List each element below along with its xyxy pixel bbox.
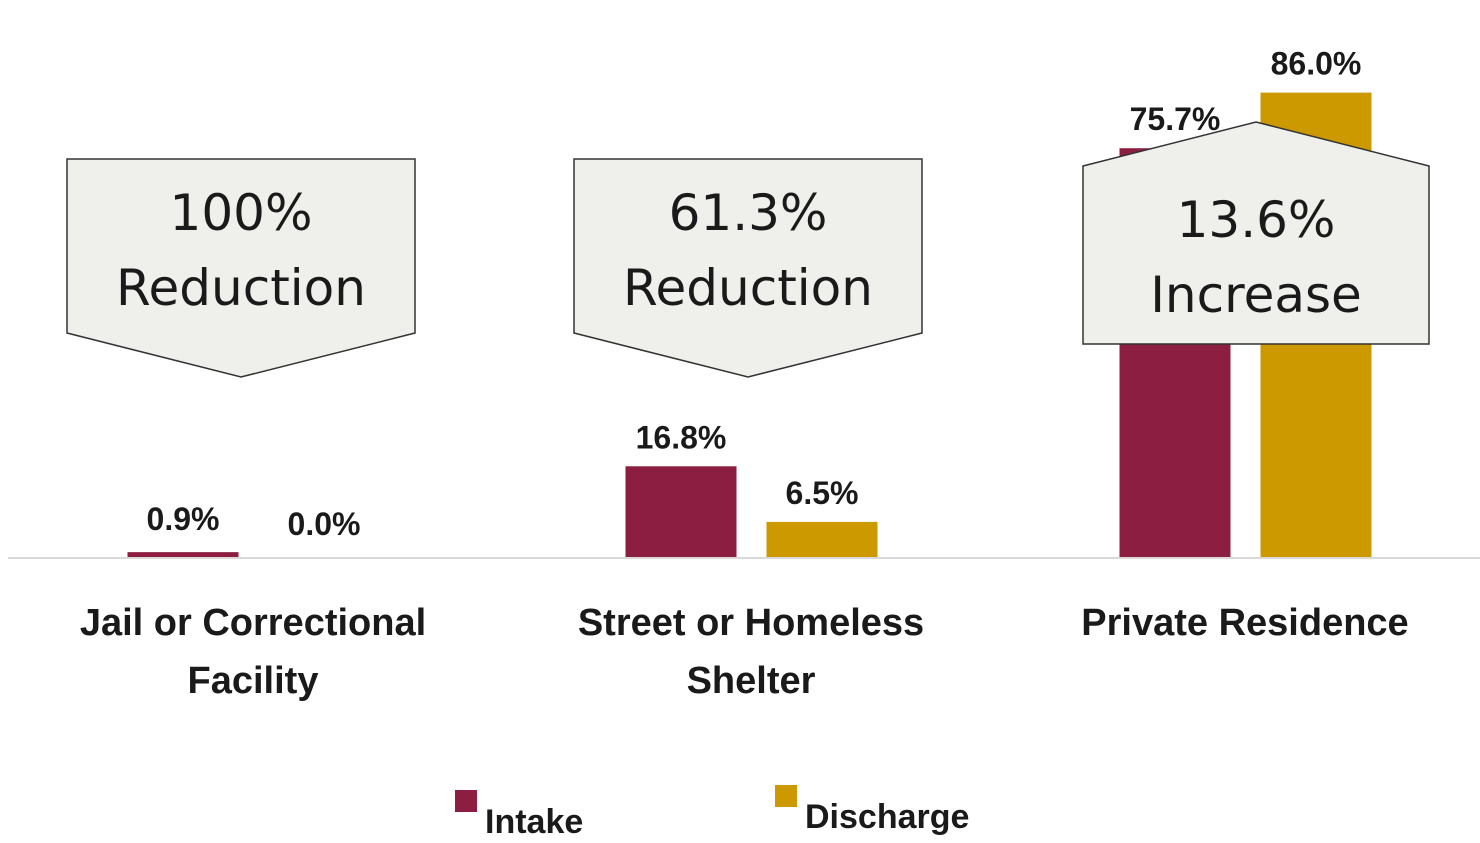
callout-shape-0 xyxy=(66,158,416,378)
data-label-intake-0: 0.9% xyxy=(147,501,220,537)
category-label-1-line-0: Street or Homeless xyxy=(578,602,924,644)
bar-intake-1 xyxy=(625,466,737,557)
callout-2-line-1: Increase xyxy=(1150,266,1362,324)
category-labels-layer: Jail or Correctional Facility Street or Ho… xyxy=(80,602,1409,702)
legend: Intake Discharge xyxy=(455,785,969,841)
callout-0-line-0: 100% xyxy=(170,184,313,242)
data-label-intake-1: 16.8% xyxy=(636,419,727,455)
callout-shape-1 xyxy=(573,158,923,378)
data-label-discharge-0: 0.0% xyxy=(288,506,361,542)
category-label-0-line-0: Jail or Correctional xyxy=(80,602,426,644)
data-label-discharge-1: 6.5% xyxy=(786,475,859,511)
bar-discharge-1 xyxy=(766,521,878,557)
legend-swatch-intake xyxy=(455,790,477,812)
legend-label-discharge: Discharge xyxy=(805,798,969,836)
callout-0-line-1: Reduction xyxy=(116,259,366,317)
legend-label-intake: Intake xyxy=(485,803,583,841)
category-label-1-line-1: Shelter xyxy=(687,660,816,702)
category-label-0-line-1: Facility xyxy=(188,660,319,702)
data-label-intake-2: 75.7% xyxy=(1130,101,1221,137)
legend-swatch-discharge xyxy=(775,785,797,807)
value-labels-layer: 0.9% 16.8% 75.7% 0.0% 6.5% 86.0% xyxy=(147,46,1362,542)
data-label-discharge-2: 86.0% xyxy=(1271,46,1362,82)
callout-2-line-0: 13.6% xyxy=(1177,191,1336,249)
callout-shape-2 xyxy=(1082,121,1430,345)
callouts-layer: 100% Reduction 61.3% Reduction 13.6% Increase xyxy=(66,121,1430,378)
callout-1-line-0: 61.3% xyxy=(669,184,828,242)
category-label-2-line-0: Private Residence xyxy=(1081,602,1408,644)
bar-intake-0 xyxy=(127,552,239,557)
callout-1-line-1: Reduction xyxy=(623,259,873,317)
